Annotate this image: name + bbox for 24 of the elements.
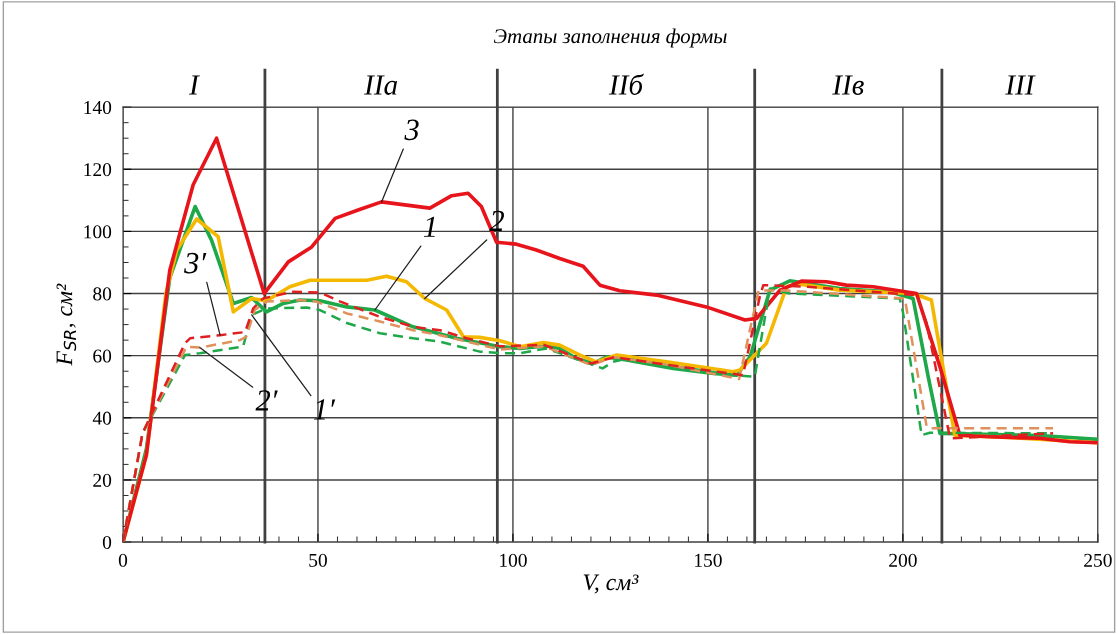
annotation: 3 (404, 119, 419, 141)
y-axis-title: F$_{SR}$, см² (56, 283, 77, 366)
annotation: 3′ (184, 252, 207, 274)
x-tick-label: 50 (309, 553, 327, 567)
x-tick-label: 200 (889, 553, 917, 567)
text: IIа (364, 75, 398, 95)
y-tick-label: 60 (93, 349, 112, 363)
y-tick-label: 40 (92, 411, 112, 425)
y-tick-label: 80 (93, 287, 112, 301)
y-tick-label: 100 (84, 225, 112, 239)
x-tick-label: 150 (695, 553, 722, 567)
x-tick-label: 0 (118, 553, 128, 567)
chart-title: Этапы заполнения формы (493, 28, 727, 48)
y-tick-label: 0 (102, 535, 112, 550)
text: IIб (608, 73, 644, 95)
text: I (188, 75, 200, 95)
text: III (1005, 75, 1036, 95)
x-axis-title: V, см³ (583, 574, 639, 594)
x-tick-label: 100 (500, 553, 527, 567)
y-tick-label: 120 (84, 163, 112, 177)
x-tick-label: 250 (1084, 553, 1112, 567)
y-tick-label: 20 (93, 473, 112, 487)
y-tick-label: 140 (84, 100, 112, 115)
text: IIв (832, 75, 864, 95)
